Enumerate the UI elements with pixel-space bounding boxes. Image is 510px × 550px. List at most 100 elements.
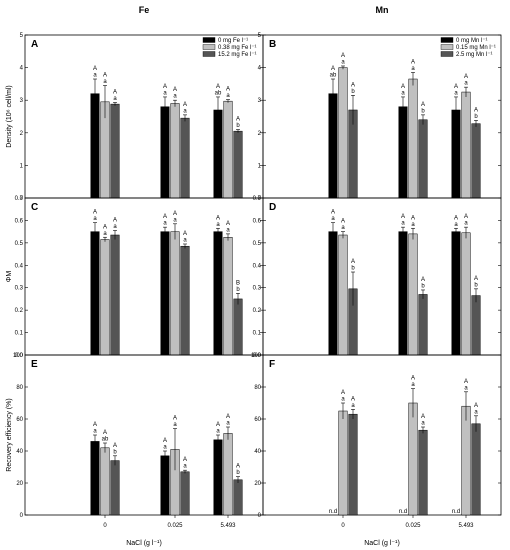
- significance-label-lower: a: [401, 90, 405, 96]
- y-tick-label: 0.7: [253, 196, 262, 202]
- significance-label-lower: a: [411, 222, 415, 228]
- significance-label-upper: A: [464, 379, 468, 385]
- significance-label-upper: A: [401, 214, 405, 220]
- bar: [180, 471, 190, 516]
- significance-label-lower: ab: [330, 73, 337, 79]
- legend-label: 0 mg Mn l⁻¹: [456, 38, 488, 44]
- significance-label-lower: b: [236, 123, 240, 129]
- bar: [213, 439, 223, 516]
- significance-label-upper: A: [113, 218, 117, 224]
- y-tick-label: 1: [20, 163, 24, 169]
- significance-label-lower: a: [474, 409, 478, 415]
- panel-frame: [262, 354, 502, 516]
- bar: [338, 67, 348, 199]
- bar: [451, 231, 461, 356]
- y-tick-label: 0.0: [253, 353, 262, 359]
- significance-label-lower: a: [341, 397, 345, 403]
- significance-label-lower: a: [93, 73, 97, 79]
- significance-label-lower: a: [173, 94, 177, 100]
- y-tick-label: 20: [16, 481, 23, 487]
- y-tick-label: 0.1: [15, 331, 24, 337]
- significance-label-upper: A: [401, 84, 405, 90]
- significance-label-upper: A: [103, 73, 107, 79]
- significance-label-upper: A: [103, 430, 107, 436]
- significance-label-upper: A: [236, 464, 240, 470]
- y-tick-label: 0.5: [253, 241, 262, 247]
- bar: [233, 298, 243, 356]
- significance-label-upper: A: [113, 89, 117, 95]
- significance-label-upper: A: [454, 215, 458, 221]
- significance-label-lower: a: [216, 222, 220, 228]
- y-tick-label: 0.2: [15, 308, 24, 314]
- significance-label-lower: a: [103, 231, 107, 237]
- significance-label-lower: a: [226, 93, 230, 99]
- significance-label-lower: a: [173, 217, 177, 223]
- y-axis-label: Density (10⁶ cell/ml): [6, 85, 13, 147]
- significance-label-upper: A: [216, 422, 220, 428]
- x-tick-label: 0: [341, 523, 345, 529]
- bar: [338, 234, 348, 356]
- legend-swatch: [440, 44, 454, 50]
- bar: [348, 413, 358, 516]
- significance-label-lower: a: [226, 227, 230, 233]
- bar: [418, 429, 428, 516]
- significance-label-lower: a: [464, 221, 468, 227]
- bar: [100, 239, 110, 356]
- bar: [408, 78, 418, 199]
- column-title-fe: Fe: [139, 5, 150, 15]
- y-axis-label: Recovery efficiency (%): [6, 398, 13, 471]
- bar: [170, 103, 180, 199]
- bar: [90, 231, 100, 356]
- significance-label-lower: a: [411, 382, 415, 388]
- significance-label-lower: b: [236, 470, 240, 476]
- bar: [170, 231, 180, 356]
- significance-label-upper: A: [226, 221, 230, 227]
- bar: [110, 234, 120, 356]
- significance-label-upper: A: [341, 219, 345, 225]
- significance-label-upper: A: [411, 215, 415, 221]
- significance-label-upper: A: [464, 74, 468, 80]
- bar: [398, 231, 408, 356]
- bar: [233, 130, 243, 199]
- bar: [160, 106, 170, 199]
- y-tick-label: 0.7: [15, 196, 24, 202]
- significance-label-lower: a: [341, 225, 345, 231]
- x-tick-label: 0.025: [405, 523, 421, 529]
- y-tick-label: 80: [254, 385, 261, 391]
- significance-label-lower: a: [163, 90, 167, 96]
- significance-label-lower: a: [103, 79, 107, 85]
- significance-label-upper: A: [113, 443, 117, 449]
- significance-label-upper: A: [411, 59, 415, 65]
- significance-label-lower: b: [474, 282, 478, 288]
- panel-letter: E: [31, 359, 38, 370]
- legend-label: 0.15 mg Mn l⁻¹: [456, 45, 496, 51]
- not-detected-label: n.d: [452, 509, 460, 515]
- significance-label-upper: A: [474, 107, 478, 113]
- column-title-mn: Mn: [376, 5, 389, 15]
- significance-label-upper: A: [421, 102, 425, 108]
- legend-label: 15.2 mg Fe l⁻¹: [218, 52, 257, 58]
- significance-label-upper: A: [163, 214, 167, 220]
- significance-label-lower: b: [421, 283, 425, 289]
- legend-swatch: [202, 51, 216, 57]
- bar: [338, 410, 348, 516]
- bar: [213, 231, 223, 356]
- bar: [408, 233, 418, 356]
- y-tick-label: 0: [20, 196, 24, 202]
- y-tick-label: 4: [258, 66, 262, 72]
- bar: [471, 295, 481, 356]
- significance-label-upper: A: [454, 84, 458, 90]
- y-tick-label: 5: [258, 33, 262, 39]
- bar: [223, 100, 233, 199]
- y-tick-label: 0.4: [15, 263, 24, 269]
- y-tick-label: 4: [20, 66, 24, 72]
- significance-label-upper: A: [421, 414, 425, 420]
- bar: [180, 245, 190, 356]
- significance-label-lower: a: [163, 221, 167, 227]
- significance-label-upper: A: [341, 53, 345, 59]
- significance-label-upper: A: [173, 211, 177, 217]
- y-tick-label: 0: [258, 196, 262, 202]
- y-tick-label: 3: [258, 98, 262, 104]
- y-tick-label: 0.2: [253, 308, 262, 314]
